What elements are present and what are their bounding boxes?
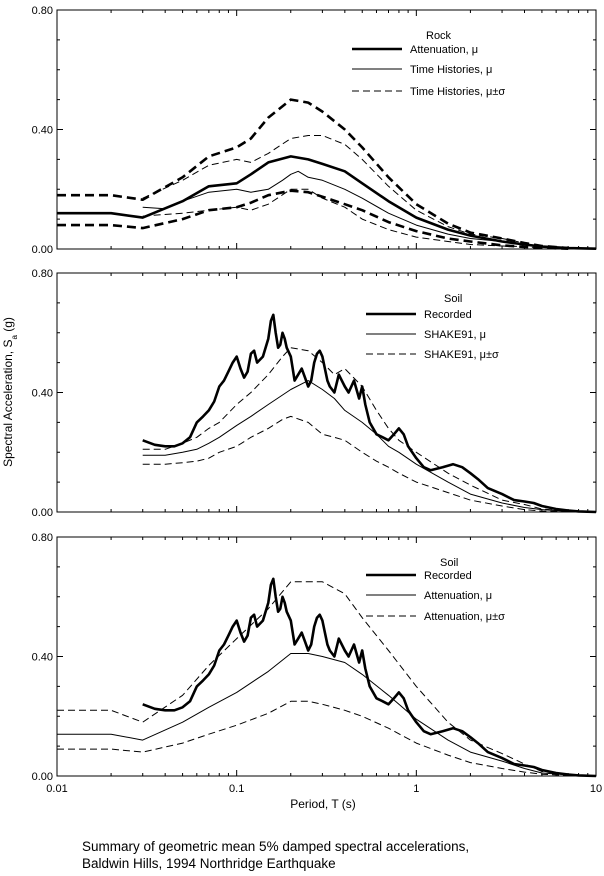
y-tick-label: 0.40 xyxy=(32,652,53,664)
plot-frame xyxy=(56,9,597,250)
series-line-1 xyxy=(142,577,597,778)
legend-entry: Time Histories, μ±σ xyxy=(410,86,505,98)
y-tick-label: 0.00 xyxy=(32,507,53,519)
y-axis-label: Spectral Acceleration, Sa (g) xyxy=(1,317,19,467)
series-line-4 xyxy=(142,188,542,249)
x-axis-label: Period, T (s) xyxy=(290,797,356,811)
caption-line-1: Summary of geometric mean 5% damped spec… xyxy=(82,839,470,854)
legend-entry: Attenuation, μ xyxy=(424,590,492,602)
series-line-4 xyxy=(142,415,597,513)
legend-title: Soil xyxy=(440,557,458,569)
series-line-1 xyxy=(142,313,597,514)
y-tick-label: 0.00 xyxy=(32,771,53,783)
series-line-1 xyxy=(57,155,597,250)
series-line-5 xyxy=(57,98,569,250)
y-tick-label: 0.00 xyxy=(32,244,53,256)
series-line-6 xyxy=(57,189,569,250)
y-tick-label: 0.40 xyxy=(32,388,53,400)
y-tick-label: 0.80 xyxy=(32,268,53,280)
legend-entry: SHAKE91, μ xyxy=(424,329,486,341)
series-line-2 xyxy=(142,380,597,513)
caption-line-2: Baldwin Hills, 1994 Northridge Earthquak… xyxy=(82,856,336,871)
series-line-3 xyxy=(57,581,597,777)
series-line-3 xyxy=(142,135,543,248)
chart-panel-middle: 0.00 0.40 0.80 Soil Recorded SHAKE91, μ SHAKE9… xyxy=(32,268,597,519)
plot-frame xyxy=(56,536,597,777)
x-tick-label: 10 xyxy=(590,783,602,795)
legend-entry: Recorded xyxy=(424,570,472,582)
legend-entry: Attenuation, μ xyxy=(410,44,478,56)
series-line-2 xyxy=(142,170,542,248)
legend-title: Soil xyxy=(444,293,462,305)
y-tick-label: 0.80 xyxy=(32,5,53,17)
series-line-2 xyxy=(57,653,597,777)
figure-caption: Summary of geometric mean 5% damped spec… xyxy=(82,838,469,872)
legend-title: Rock xyxy=(426,30,452,42)
series-line-4 xyxy=(57,700,597,777)
legend-entry: Recorded xyxy=(424,309,472,321)
x-tick-label: 0.1 xyxy=(229,783,244,795)
x-tick-label: 0.01 xyxy=(46,783,67,795)
legend-entry: Attenuation, μ±σ xyxy=(424,611,505,623)
legend-entry: Time Histories, μ xyxy=(410,64,492,76)
chart-panel-top: 0.00 0.40 0.80 Rock Attenuation, μ Time Histo… xyxy=(32,5,597,256)
legend-entry: SHAKE91, μ±σ xyxy=(424,349,499,361)
x-tick-label: 1 xyxy=(413,783,419,795)
y-tick-label: 0.40 xyxy=(32,125,53,137)
series-line-3 xyxy=(142,347,597,513)
y-tick-label: 0.80 xyxy=(32,532,53,544)
